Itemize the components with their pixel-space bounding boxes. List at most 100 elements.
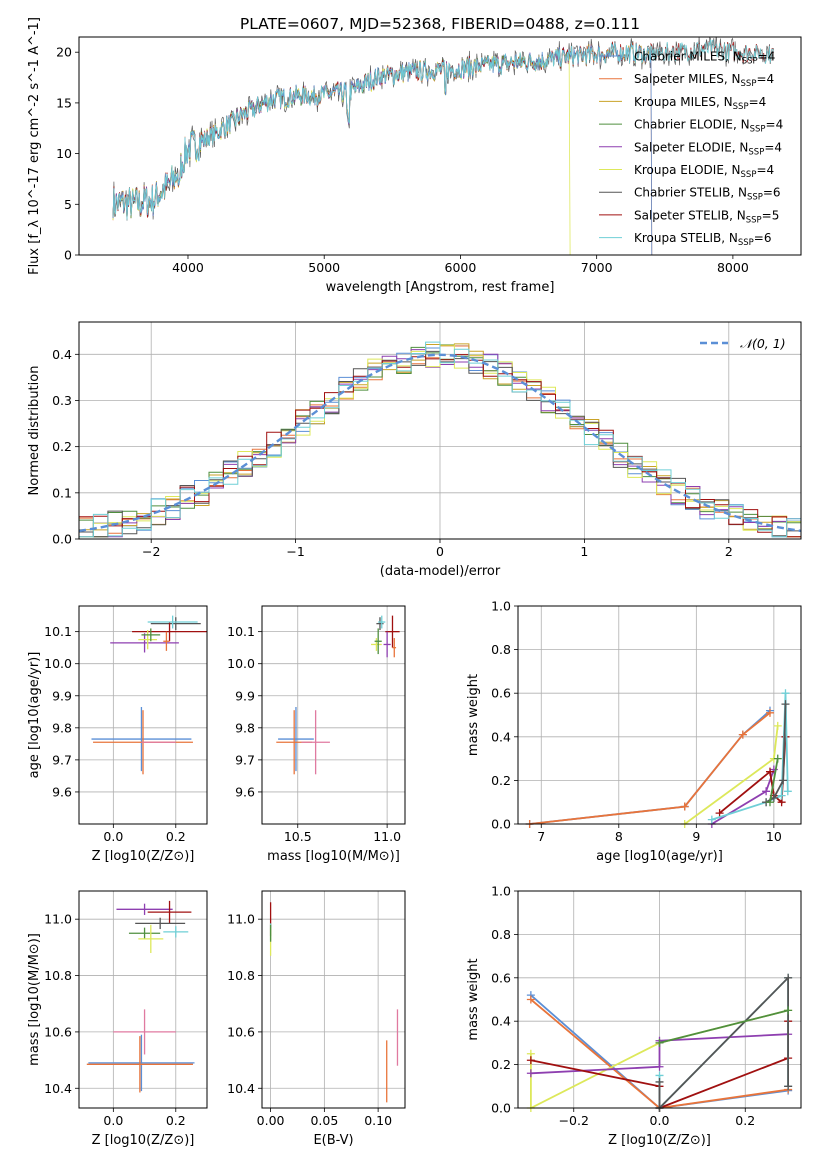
weight-marker <box>655 1062 664 1071</box>
legend-entry: Kroupa STELIB, NSSP=6 <box>634 231 772 248</box>
x-tick-label: 7000 <box>581 260 613 275</box>
weight-marker <box>784 1082 793 1091</box>
figure-title: PLATE=0607, MJD=52368, FIBERID=0488, z=0… <box>240 15 640 33</box>
y-tick-label: 10.0 <box>44 656 72 671</box>
legend-subscript: SSP <box>741 79 757 89</box>
y-tick-label: 5 <box>64 197 72 212</box>
x-tick-label: 0.0 <box>650 1113 670 1128</box>
spectrum-axes: 4000 5000 6000 7000 8000 0 5 10 15 20 wavelength [… <box>27 17 749 295</box>
y-tick-label: 0.4 <box>491 729 511 744</box>
y-tick-label: 10.6 <box>44 1024 72 1039</box>
legend-value: =4 <box>766 118 784 132</box>
legend-value: =5 <box>762 208 780 222</box>
weight-marker <box>680 802 689 811</box>
normal-curve <box>78 353 802 533</box>
y-tick-label: 10.1 <box>44 624 72 639</box>
legend-value: =4 <box>764 140 782 154</box>
legend-subscript: SSP <box>742 57 758 67</box>
weight-marker <box>526 995 535 1004</box>
y-tick-label: 9.6 <box>235 784 255 799</box>
spectrum-chabrier_elodie <box>112 48 570 219</box>
x-tick-label: 0 <box>436 544 444 559</box>
legend-value: =6 <box>763 186 781 200</box>
spectrum-legend: Chabrier MILES, NSSP=4 Salpeter MILES, NS… <box>599 50 784 248</box>
legend-subscript: SSP <box>750 125 766 135</box>
y-tick-label: 10.4 <box>44 1081 72 1096</box>
x-tick-label: 0.2 <box>166 829 186 844</box>
x-tick-label: 10.5 <box>284 829 312 844</box>
mass_vs_ebv-points <box>269 902 399 1103</box>
axes-frame <box>78 890 208 1109</box>
x-axis-label: E(B-V) <box>313 1133 353 1148</box>
weight-marker <box>773 754 782 763</box>
legend-value: =4 <box>758 50 776 64</box>
y-tick-label: 10.4 <box>227 1081 255 1096</box>
y-tick-label: 9.6 <box>52 784 72 799</box>
y-tick-label: 0.0 <box>52 532 72 547</box>
mass_weight_vs_Z-axes: −0.2 0.0 0.2 0.0 0.2 0.4 0.6 0.8 1.0 Z [log10(Z/Z… <box>466 884 801 1148</box>
weight-marker <box>715 809 724 818</box>
weight-marker <box>526 1056 535 1065</box>
legend-subscript: SSP <box>748 147 764 157</box>
legend-subscript: SSP <box>733 102 749 112</box>
legend-entry: Chabrier STELIB, NSSP=6 <box>634 186 781 203</box>
y-tick-label: 20 <box>56 45 72 60</box>
x-axis-label: (data-model)/error <box>380 564 501 579</box>
legend-subscript: SSP <box>746 215 762 225</box>
x-tick-label: 5000 <box>308 260 340 275</box>
y-tick-label: 0.0 <box>491 817 511 832</box>
weight-marker <box>781 689 790 698</box>
mass_vs_Z-axes: 0.0 0.2 10.4 10.6 10.8 11.0 Z [log10(Z/Z⊙)] mas… <box>27 891 207 1148</box>
legend-entry: Kroupa ELODIE, NSSP=4 <box>634 163 774 180</box>
x-tick-label: −1 <box>286 544 304 559</box>
x-tick-label: 0.2 <box>735 1113 755 1128</box>
x-tick-label: 8 <box>615 829 623 844</box>
y-tick-label: 0.0 <box>491 1101 511 1116</box>
x-tick-label: 0.10 <box>364 1113 392 1128</box>
age_vs_Z-points <box>91 615 207 775</box>
legend-entry: Chabrier MILES, NSSP=4 <box>634 50 775 67</box>
spectrum-lines <box>112 37 774 255</box>
weight-marker <box>738 730 747 739</box>
y-axis-label: age [log10(age/yr)] <box>27 652 42 779</box>
weight-marker <box>765 767 774 776</box>
y-tick-label: 10.8 <box>44 968 72 983</box>
y-tick-label: 10.6 <box>227 1024 255 1039</box>
y-tick-label: 9.7 <box>52 752 72 767</box>
y-tick-label: 9.8 <box>235 720 255 735</box>
y-tick-label: 9.7 <box>235 752 255 767</box>
x-tick-label: 0.0 <box>103 829 123 844</box>
x-axis-label: Z [log10(Z/Z⊙)] <box>92 1133 195 1148</box>
age_vs_mass-points <box>276 615 400 775</box>
y-tick-label: 0.6 <box>491 970 511 985</box>
weight-marker <box>777 791 786 800</box>
y-axis-label: Flux [f_λ 10^-17 erg cm^-2 s^-1 A^-1] <box>27 17 42 275</box>
residual-histograms <box>78 341 802 538</box>
axes-frame <box>517 890 802 1109</box>
spectrum-kroupa_stelib <box>112 39 774 221</box>
x-tick-label: −2 <box>142 544 160 559</box>
y-tick-label: 11.0 <box>227 912 255 927</box>
x-tick-label: 0.05 <box>310 1113 338 1128</box>
weight-marker <box>526 1069 535 1078</box>
y-tick-label: 0.8 <box>491 642 511 657</box>
x-tick-label: 11.0 <box>373 829 401 844</box>
y-axis-label: Normed distribution <box>27 366 42 496</box>
weight-marker <box>784 1006 793 1015</box>
legend-value: =6 <box>754 231 772 245</box>
legend-subscript: SSP <box>741 170 757 180</box>
weight-line <box>530 1033 789 1075</box>
x-axis-label: wavelength [Angstrom, rest frame] <box>326 280 555 295</box>
legend-value: =4 <box>756 72 774 86</box>
x-tick-label: 10 <box>766 829 782 844</box>
x-tick-label: 6000 <box>445 260 477 275</box>
x-tick-label: −0.2 <box>559 1113 589 1128</box>
weight-marker <box>784 973 793 982</box>
histogram-kroupa_stelib <box>79 341 801 538</box>
legend-entry: Kroupa MILES, NSSP=4 <box>634 95 766 112</box>
weight-line <box>769 758 779 803</box>
spectrum-kroupa_elodie <box>112 49 571 255</box>
y-tick-label: 0.4 <box>52 347 72 362</box>
